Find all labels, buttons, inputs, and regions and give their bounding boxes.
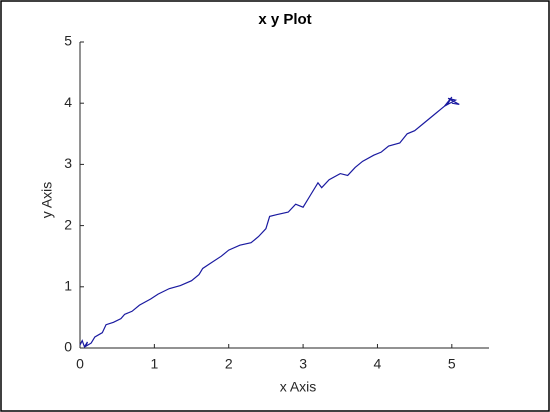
y-tick-label: 3 xyxy=(64,155,72,171)
x-tick-label: 1 xyxy=(150,356,158,372)
y-tick-label: 1 xyxy=(64,278,72,294)
x-axis-label: x Axis xyxy=(280,379,317,395)
x-tick-label: 4 xyxy=(374,356,382,372)
x-tick-label: 2 xyxy=(225,356,233,372)
y-tick-label: 4 xyxy=(64,94,72,110)
y-axis-label: y Axis xyxy=(39,182,55,219)
y-tick-label: 2 xyxy=(64,216,72,232)
chart-title: x y Plot xyxy=(258,11,311,28)
x-tick-label: 3 xyxy=(299,356,307,372)
y-tick-label: 0 xyxy=(64,339,72,355)
x-tick-label: 0 xyxy=(76,356,84,372)
x-tick-label: 5 xyxy=(448,356,456,372)
data-line xyxy=(79,96,460,349)
y-tick-label: 5 xyxy=(64,33,72,49)
